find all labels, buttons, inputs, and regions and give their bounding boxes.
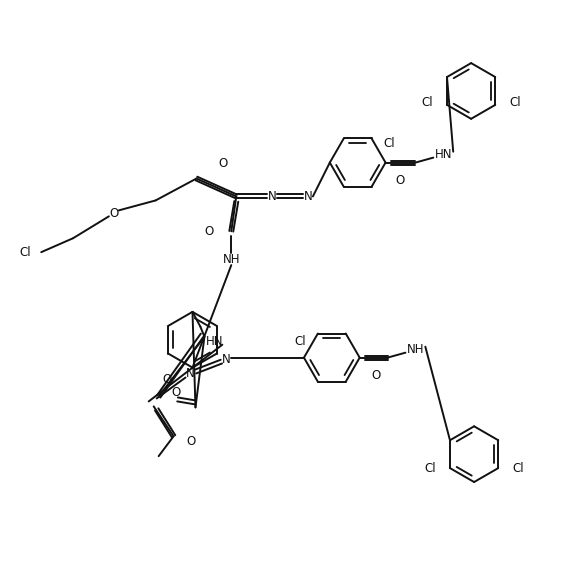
Text: O: O [187, 435, 196, 448]
Text: N: N [222, 353, 231, 366]
Text: O: O [396, 174, 405, 187]
Text: O: O [219, 157, 228, 170]
Text: HN: HN [434, 148, 452, 161]
Text: NH: NH [406, 343, 424, 356]
Text: Cl: Cl [384, 137, 395, 150]
Text: Cl: Cl [294, 335, 306, 348]
Text: N: N [304, 190, 312, 203]
Text: O: O [109, 207, 118, 220]
Text: Cl: Cl [512, 461, 524, 475]
Text: Cl: Cl [422, 96, 433, 109]
Text: NH: NH [223, 253, 240, 266]
Text: O: O [171, 386, 180, 399]
Text: HN: HN [206, 335, 223, 348]
Text: O: O [371, 369, 380, 382]
Text: O: O [205, 225, 214, 238]
Text: Cl: Cl [20, 246, 31, 259]
Text: N: N [268, 190, 276, 203]
Text: Cl: Cl [424, 461, 436, 475]
Text: N: N [186, 367, 195, 380]
Text: O: O [162, 373, 171, 386]
Text: Cl: Cl [509, 96, 521, 109]
